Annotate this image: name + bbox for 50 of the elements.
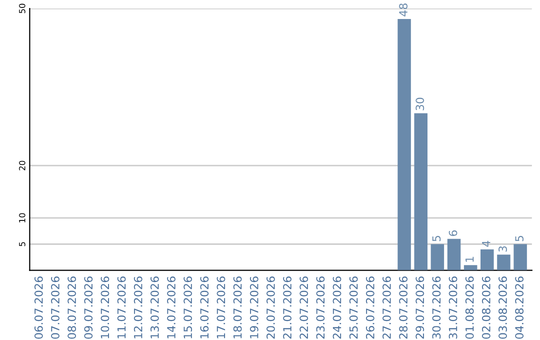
x-tick-label: 07.07.2026 xyxy=(51,276,60,339)
x-tick-label: 23.07.2026 xyxy=(316,276,325,339)
bar xyxy=(414,113,428,270)
bar xyxy=(447,238,461,270)
x-tick-label: 30.07.2026 xyxy=(432,276,441,339)
y-tick-label: 5 xyxy=(19,242,26,246)
x-tick-label: 21.07.2026 xyxy=(283,276,292,339)
data-label: 3 xyxy=(498,246,507,252)
bar xyxy=(398,18,411,270)
x-tick-label: 06.07.2026 xyxy=(34,276,43,339)
x-tick-label: 18.07.2026 xyxy=(233,276,242,338)
data-label: 4 xyxy=(482,240,490,247)
bar xyxy=(480,249,494,270)
y-tick-label: 10 xyxy=(19,213,26,222)
x-tick-label: 14.07.2026 xyxy=(167,276,176,338)
x-tick-label: 22.07.2026 xyxy=(300,276,308,339)
x-tick-label: 20.07.2026 xyxy=(266,276,275,339)
x-tick-label: 08.07.2026 xyxy=(68,276,76,339)
x-tick-label: 16.07.2026 xyxy=(200,276,209,338)
x-tick-label: 26.07.2026 xyxy=(366,276,374,339)
data-label: 5 xyxy=(515,236,524,242)
x-tick-label: 11.07.2026 xyxy=(117,276,126,338)
x-tick-label: 25.07.2026 xyxy=(349,276,358,339)
data-label: 30 xyxy=(416,98,424,110)
data-label: 5 xyxy=(432,236,441,242)
y-tick-label: 20 xyxy=(19,160,26,170)
x-tick-label: 31.07.2026 xyxy=(448,276,458,339)
x-tick-label: 09.07.2026 xyxy=(84,276,93,339)
x-tick-label: 24.07.2026 xyxy=(332,276,342,339)
x-tick-label: 19.07.2026 xyxy=(250,276,258,338)
x-tick-label: 12.07.2026 xyxy=(134,276,142,338)
y-tick-label: 50 xyxy=(19,4,26,14)
x-tick-label: 02.08.2026 xyxy=(482,276,490,339)
x-tick-label: 10.07.2026 xyxy=(100,276,110,338)
bar xyxy=(430,244,444,270)
x-tick-label: 13.07.2026 xyxy=(150,276,159,338)
x-tick-label: 29.07.2026 xyxy=(416,276,424,339)
x-tick-label: 15.07.2026 xyxy=(184,276,192,338)
x-tick-label: 01.08.2026 xyxy=(465,276,474,339)
data-label: 6 xyxy=(448,230,458,236)
bar xyxy=(514,244,527,270)
x-tick-label: 27.07.2026 xyxy=(382,276,391,339)
bar xyxy=(497,254,510,270)
x-tick-label: 28.07.2026 xyxy=(399,276,408,339)
x-tick-label: 03.08.2026 xyxy=(498,276,507,339)
x-tick-label: 17.07.2026 xyxy=(216,276,226,338)
data-label: 1 xyxy=(466,256,474,262)
data-label: 48 xyxy=(399,4,408,16)
x-tick-label: 04.08.2026 xyxy=(515,276,524,339)
bar xyxy=(464,265,478,270)
